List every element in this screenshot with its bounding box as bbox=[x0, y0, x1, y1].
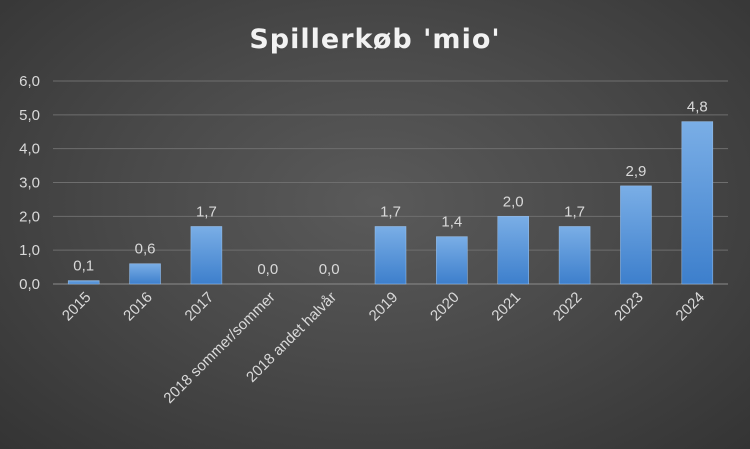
data-label: 2,0 bbox=[503, 193, 524, 210]
x-tick-label: 2023 bbox=[611, 289, 647, 325]
y-tick-label: 0,0 bbox=[19, 276, 40, 293]
y-tick-label: 6,0 bbox=[19, 73, 40, 90]
data-label: 0,6 bbox=[135, 241, 156, 258]
bar bbox=[129, 263, 161, 285]
data-labels: 0,1 0,6 1,7 0,0 0,0 1,7 1,4 2,0 1,7 2,9 4,8 bbox=[73, 99, 707, 278]
x-tick-label: 2016 bbox=[120, 289, 156, 325]
data-label: 1,7 bbox=[380, 203, 401, 220]
y-axis-ticks: 0,0 1,0 2,0 3,0 4,0 5,0 6,0 bbox=[19, 73, 40, 293]
x-tick-label: 2018 sommer/sommer bbox=[160, 289, 278, 407]
bar bbox=[436, 236, 468, 285]
x-tick-label: 2021 bbox=[488, 289, 524, 325]
x-tick-label: 2019 bbox=[366, 289, 402, 325]
bar bbox=[681, 121, 714, 285]
x-tick-label: 2017 bbox=[182, 289, 218, 325]
gridlines bbox=[53, 80, 728, 285]
data-label: 4,8 bbox=[687, 99, 708, 116]
bar bbox=[374, 226, 407, 285]
bar bbox=[620, 185, 652, 285]
y-tick-label: 1,0 bbox=[19, 242, 40, 259]
data-label: 1,4 bbox=[441, 214, 462, 231]
data-label: 0,0 bbox=[257, 261, 278, 278]
y-tick-label: 2,0 bbox=[19, 208, 40, 225]
data-label: 0,1 bbox=[73, 258, 94, 275]
y-tick-label: 3,0 bbox=[19, 175, 40, 192]
x-tick-label: 2024 bbox=[673, 289, 709, 325]
bar bbox=[497, 216, 529, 285]
data-label: 0,0 bbox=[319, 261, 340, 278]
data-label: 2,9 bbox=[626, 163, 647, 180]
x-tick-label: 2020 bbox=[427, 289, 463, 325]
bar bbox=[558, 226, 591, 285]
y-tick-label: 4,0 bbox=[19, 141, 40, 158]
bars bbox=[67, 121, 714, 285]
bar bbox=[190, 226, 223, 285]
x-tick-label: 2022 bbox=[550, 289, 586, 325]
data-label: 1,7 bbox=[196, 203, 217, 220]
y-tick-label: 5,0 bbox=[19, 107, 40, 124]
chart-title: Spillerkøb 'mio' bbox=[249, 24, 500, 55]
bar bbox=[67, 280, 100, 285]
x-tick-label: 2015 bbox=[59, 289, 95, 325]
data-label: 1,7 bbox=[564, 203, 585, 220]
